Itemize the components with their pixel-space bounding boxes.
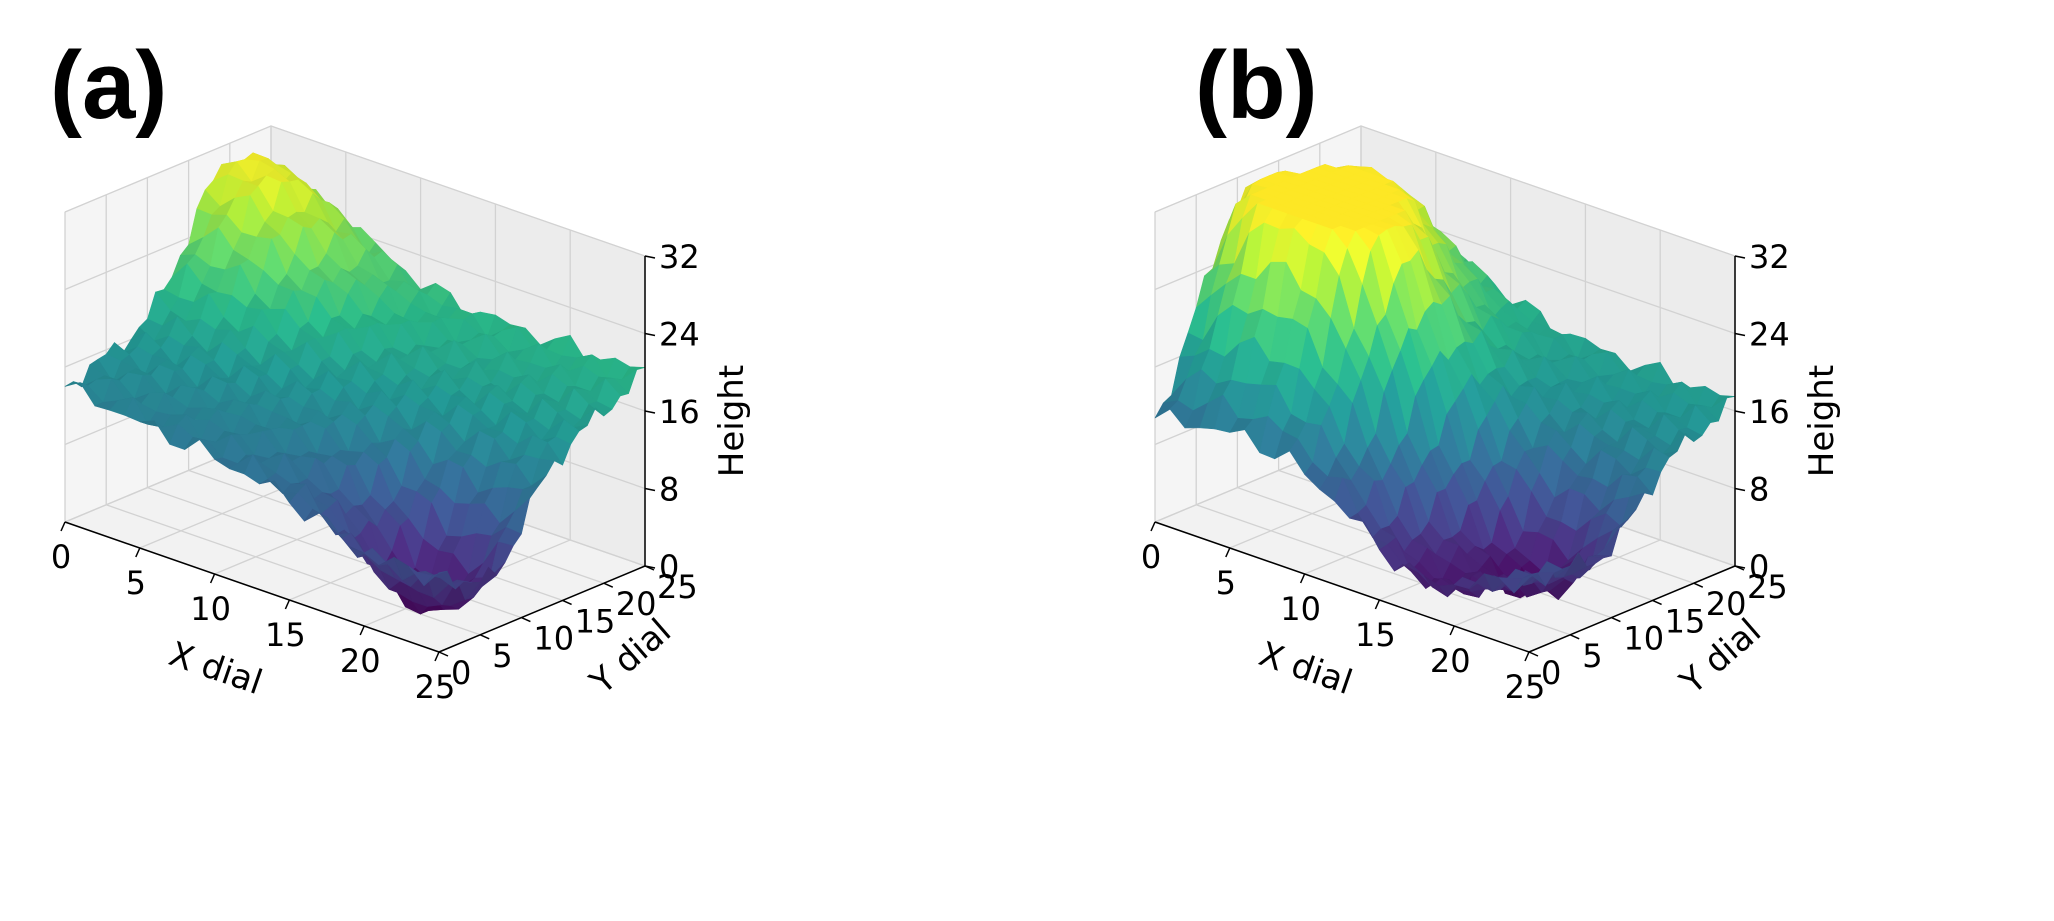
z-tick-label: 0	[1749, 548, 1769, 586]
grid-line-z	[1154, 125, 1736, 257]
z-tick-label: 16	[1749, 393, 1790, 431]
x-tick-label: 5	[1216, 564, 1236, 602]
z-tick	[1734, 410, 1746, 414]
x-tick-label: 25	[415, 668, 456, 706]
surface-facet	[1513, 572, 1538, 594]
x-tick-label: 20	[1430, 642, 1471, 680]
z-tick	[644, 410, 656, 414]
x-tick-label: 5	[126, 564, 146, 602]
y-tick-label: 5	[492, 637, 512, 675]
y-tick	[438, 651, 449, 657]
y-tick-label: 0	[451, 654, 471, 692]
surface-facet	[423, 570, 448, 587]
z-tick	[644, 487, 656, 492]
x-tick	[1449, 625, 1455, 636]
x-axis-line	[64, 521, 440, 653]
y-axis-line	[438, 565, 646, 653]
surface	[1154, 164, 1736, 600]
x-axis-line	[1154, 521, 1530, 653]
grid-line-z	[64, 125, 646, 257]
x-tick-label: 15	[1355, 616, 1396, 654]
z-tick-label: 8	[1749, 471, 1769, 509]
y-tick-label: 20	[616, 585, 657, 623]
y-axis-line	[1528, 565, 1736, 653]
x-axis-title: X dial	[164, 634, 267, 703]
x-tick	[284, 599, 291, 610]
z-tick	[1734, 565, 1746, 569]
z-tick	[644, 255, 656, 259]
y-tick	[603, 582, 614, 588]
y-tick	[479, 634, 490, 640]
z-tick	[1734, 255, 1746, 259]
y-tick-label: 20	[1706, 585, 1747, 623]
y-tick-label: 15	[1665, 602, 1706, 640]
z-tick-label: 16	[659, 393, 700, 431]
y-tick-label: 0	[1541, 654, 1561, 692]
z-tick	[644, 565, 656, 569]
x-tick	[1150, 521, 1156, 532]
y-tick-label: 25	[657, 568, 698, 606]
y-tick-label: 5	[1582, 637, 1602, 675]
x-tick-label: 25	[1505, 668, 1546, 706]
y-tick-label: 25	[1747, 568, 1788, 606]
panel-label: (a)	[50, 32, 167, 139]
x-tick	[359, 625, 365, 636]
x-tick-label: 10	[190, 590, 231, 628]
z-tick-label: 8	[659, 471, 679, 509]
y-tick-label: 10	[533, 620, 574, 658]
y-tick-label: 15	[575, 602, 616, 640]
z-tick-label: 24	[659, 316, 700, 354]
x-tick	[434, 651, 440, 662]
y-tick	[1611, 616, 1621, 623]
x-tick	[1225, 547, 1231, 558]
z-tick	[1734, 332, 1746, 337]
y-tick	[521, 616, 531, 623]
x-axis-title: X dial	[1254, 634, 1357, 703]
x-tick-label: 10	[1280, 590, 1321, 628]
z-tick-label: 0	[659, 548, 679, 586]
x-tick	[1299, 573, 1306, 584]
surface	[64, 152, 646, 615]
x-tick	[135, 547, 141, 558]
x-tick	[60, 521, 66, 532]
z-axis-title: Height	[712, 365, 752, 477]
x-tick	[1524, 651, 1530, 662]
x-tick-label: 0	[51, 538, 71, 576]
z-tick	[644, 332, 656, 337]
z-axis-title: Height	[1802, 365, 1842, 477]
y-tick	[1528, 651, 1539, 657]
x-tick-label: 0	[1141, 538, 1161, 576]
y-tick	[562, 599, 572, 606]
panel-label: (b)	[1195, 32, 1318, 139]
y-tick	[1569, 634, 1580, 640]
z-tick-label: 32	[1749, 238, 1790, 276]
x-tick	[209, 573, 216, 584]
x-tick-label: 15	[265, 616, 306, 654]
y-tick	[1652, 599, 1662, 606]
x-tick	[1374, 599, 1381, 610]
z-tick-label: 24	[1749, 316, 1790, 354]
y-tick	[1693, 582, 1704, 588]
z-tick	[1734, 487, 1746, 492]
z-tick-label: 32	[659, 238, 700, 276]
y-tick-label: 10	[1623, 620, 1664, 658]
x-tick-label: 20	[340, 642, 381, 680]
